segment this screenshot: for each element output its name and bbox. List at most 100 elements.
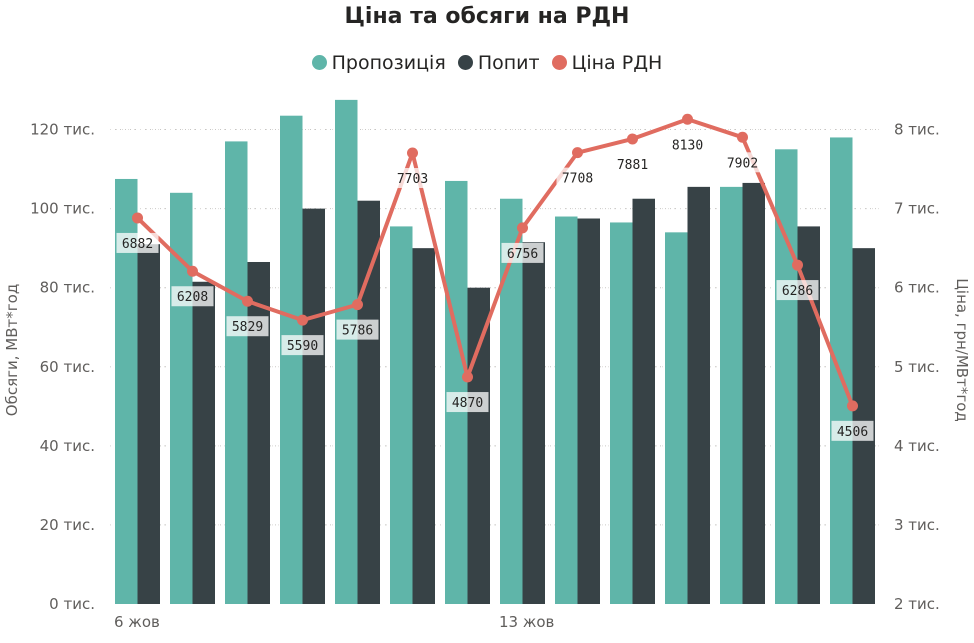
bar-supply <box>500 198 523 604</box>
bars <box>115 99 875 605</box>
y-right-tick-label: 8 тис. <box>894 121 940 139</box>
price-label-bg <box>336 319 379 340</box>
legend-label-price: Ціна РДН <box>571 52 663 74</box>
price-label-bg <box>116 232 159 253</box>
bar-demand <box>742 182 765 604</box>
price-label-bg <box>171 286 214 307</box>
price-label-bg <box>611 153 654 174</box>
bar-supply <box>720 186 743 604</box>
bar-demand <box>522 242 545 604</box>
bar-demand <box>687 186 710 604</box>
price-data-label: 7902 <box>727 156 758 171</box>
bar-demand <box>192 281 215 604</box>
x-tick-label: 13 жов <box>499 613 554 631</box>
y-left-tick-label: 100 тис. <box>30 200 95 218</box>
price-label-bg <box>721 152 764 173</box>
y-right-axis-title: Ціна, грн/МВт*год <box>953 278 971 422</box>
price-data-label: 6208 <box>177 290 208 305</box>
bar-demand <box>467 287 490 604</box>
y-left-tick-label: 20 тис. <box>40 516 95 534</box>
legend-marker-supply <box>311 55 327 70</box>
price-label-bg <box>501 242 544 263</box>
bar-demand <box>577 218 600 604</box>
bar-supply <box>335 99 358 604</box>
price-label-bg <box>776 280 819 301</box>
price-point <box>407 147 418 159</box>
price-point <box>792 259 803 271</box>
y-left-tick-label: 0 тис. <box>49 595 95 613</box>
legend-item-demand[interactable]: Попит <box>457 52 540 74</box>
price-point <box>517 222 528 234</box>
bar-supply <box>775 149 798 605</box>
price-label-bg <box>556 167 599 188</box>
y-left-tick-label: 40 тис. <box>40 437 95 455</box>
bar-supply <box>390 226 413 604</box>
bar-demand <box>632 198 655 604</box>
axes: 0 тис. 20 тис. 40 тис. 60 тис. 80 тис. 100 ти… <box>3 121 971 631</box>
legend-label-supply: Пропозиція <box>331 52 446 74</box>
legend-marker-price <box>551 55 567 70</box>
y-right-tick-label: 5 тис. <box>894 358 940 376</box>
bar-demand <box>412 248 435 604</box>
y-left-tick-label: 60 тис. <box>40 358 95 376</box>
price-data-label: 4506 <box>837 425 868 440</box>
bar-supply <box>115 178 138 604</box>
price-label-bg <box>391 168 434 189</box>
price-data-label: 6756 <box>507 247 538 262</box>
price-point <box>297 314 308 326</box>
price-point <box>627 133 638 145</box>
price-data-label: 6882 <box>122 237 153 252</box>
bar-supply <box>555 216 578 604</box>
price-point <box>242 295 253 307</box>
price-point <box>352 299 363 311</box>
bar-supply <box>665 232 688 605</box>
y-right-tick-label: 7 тис. <box>894 200 940 218</box>
legend-item-supply[interactable]: Пропозиція <box>311 52 446 74</box>
price-data-label: 8130 <box>672 138 703 153</box>
bar-demand <box>302 208 325 604</box>
y-left-tick-label: 120 тис. <box>30 121 95 139</box>
price-data-label: 6286 <box>782 284 813 299</box>
price-point <box>187 265 198 277</box>
legend: Пропозиція Попит Ціна РДН <box>0 52 974 74</box>
price-label-bg <box>831 420 874 441</box>
price-point <box>682 113 693 125</box>
price-line: 6882 6208 5829 5590 5786 7703 4870 6756 7708 7881… <box>116 113 874 441</box>
price-point <box>462 371 473 383</box>
bar-supply <box>225 141 248 604</box>
bar-demand <box>357 200 380 604</box>
legend-marker-demand <box>457 55 473 70</box>
y-right-tick-label: 3 тис. <box>894 516 940 534</box>
y-right-tick-label: 6 тис. <box>894 279 940 297</box>
bar-supply <box>610 222 633 604</box>
price-label-bg <box>226 316 269 337</box>
price-label-bg <box>666 134 709 155</box>
y-left-tick-label: 80 тис. <box>40 279 95 297</box>
y-left-axis-title: Обсяги, МВт*год <box>3 284 21 416</box>
x-tick-label: 6 жов <box>114 613 160 631</box>
price-line-path <box>136 117 855 407</box>
price-point <box>847 400 858 412</box>
y-right-tick-label: 4 тис. <box>894 437 940 455</box>
legend-label-demand: Попит <box>477 52 540 74</box>
chart-title: Ціна та обсяги на РДН <box>344 4 630 29</box>
y-right-tick-label: 2 тис. <box>894 595 940 613</box>
price-point <box>132 212 143 224</box>
price-label-bg <box>281 335 324 356</box>
price-data-label: 7708 <box>562 172 593 187</box>
bar-demand <box>247 261 270 604</box>
bar-supply <box>280 115 303 604</box>
bar-demand <box>797 226 820 604</box>
price-data-label: 5590 <box>287 339 318 354</box>
price-data-label: 7881 <box>617 158 648 173</box>
price-data-label: 5829 <box>232 320 263 335</box>
price-label-bg <box>446 392 489 413</box>
price-point <box>737 131 748 143</box>
price-data-label: 5786 <box>342 324 373 339</box>
price-data-label: 7703 <box>397 172 428 187</box>
legend-item-price[interactable]: Ціна РДН <box>551 52 663 74</box>
price-point <box>572 147 583 159</box>
bar-demand <box>137 244 160 604</box>
gridlines <box>110 129 880 526</box>
